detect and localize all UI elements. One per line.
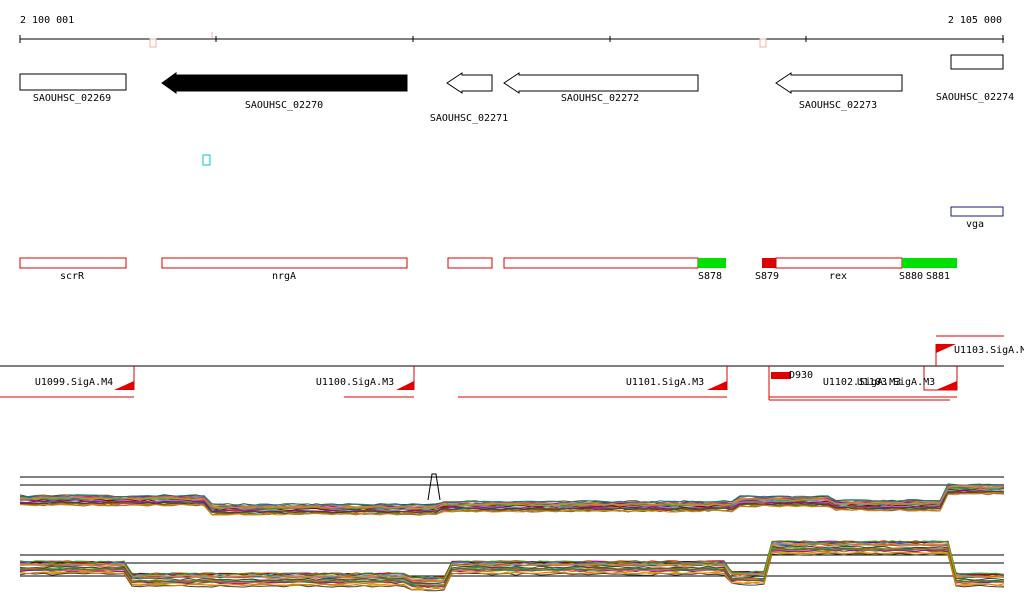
profile-line bbox=[19, 483, 1005, 507]
profile-line bbox=[19, 552, 1005, 592]
profile-line bbox=[19, 490, 1005, 514]
promoter-label: U1099.SigA.M4 bbox=[35, 377, 113, 388]
genes-track: SAOUHSC_02269 SAOUHSC_02270 SAOUHSC_0227… bbox=[19, 54, 1014, 124]
ruler-marker bbox=[149, 38, 157, 48]
other-features-track: vga bbox=[950, 206, 1004, 230]
gene-SAOUHSC_02272[interactable] bbox=[503, 72, 699, 94]
annotation-nrgA[interactable] bbox=[161, 257, 408, 269]
segment-S880-S881[interactable] bbox=[902, 258, 957, 268]
ruler-end-label: 2 105 000 bbox=[948, 15, 1002, 26]
promoter-U1100[interactable] bbox=[396, 381, 414, 390]
expression-profile-track-upper bbox=[19, 473, 1005, 516]
profile-line bbox=[19, 542, 1005, 582]
promoter-label: U1103.SigA.M3 bbox=[857, 377, 935, 388]
annotation-box[interactable] bbox=[447, 257, 493, 269]
promoter-label: U1103.SigA.M... bbox=[954, 345, 1024, 356]
profile-spike bbox=[427, 473, 441, 501]
segment-label: S878 bbox=[698, 271, 722, 282]
profile-line bbox=[19, 488, 1005, 512]
segment-S878[interactable] bbox=[698, 258, 726, 268]
gene-label: SAOUHSC_02274 bbox=[936, 92, 1014, 103]
promoter-track: U1099.SigA.M4 U1100.SigA.M3 U1101.SigA.M… bbox=[0, 335, 1024, 401]
feature-D930[interactable] bbox=[771, 372, 791, 379]
gene-label: SAOUHSC_02273 bbox=[799, 100, 877, 111]
gene-SAOUHSC_02271[interactable] bbox=[446, 72, 493, 94]
segment-label: S881 bbox=[926, 271, 950, 282]
gene-label: SAOUHSC_02271 bbox=[430, 113, 508, 124]
expression-profile-track-lower bbox=[19, 540, 1005, 592]
profile-line bbox=[19, 545, 1005, 584]
feature-vga[interactable] bbox=[950, 206, 1004, 217]
annotation-track: scrR nrgA S878 S879 rex S880 S881 bbox=[19, 257, 957, 282]
promoter-label: U1101.SigA.M3 bbox=[626, 377, 704, 388]
promoter-U1102[interactable] bbox=[936, 381, 957, 390]
profile-line bbox=[19, 547, 1005, 587]
profile-line bbox=[19, 551, 1005, 591]
profile-line bbox=[19, 488, 1005, 512]
annotation-label: rex bbox=[829, 271, 847, 282]
gene-label: SAOUHSC_02270 bbox=[245, 100, 323, 111]
coordinate-ruler: 2 100 001 2 105 000 bbox=[19, 15, 1004, 48]
profile-line bbox=[19, 540, 1005, 580]
promoter-label: U1102.SigA.M3 bbox=[823, 377, 901, 388]
segment-label: S879 bbox=[755, 271, 779, 282]
promoter-label: U1100.SigA.M3 bbox=[316, 377, 394, 388]
gene-SAOUHSC_02269[interactable] bbox=[19, 73, 127, 91]
ruler-marker bbox=[759, 38, 767, 48]
promoter-stem bbox=[923, 366, 958, 391]
feature-label: vga bbox=[966, 219, 984, 230]
promoter-U1103[interactable] bbox=[936, 344, 956, 353]
annotation-label: nrgA bbox=[272, 271, 296, 282]
profile-line bbox=[19, 492, 1004, 516]
annotation-label: scrR bbox=[60, 271, 85, 282]
feature-label: D930 bbox=[789, 370, 813, 381]
annotation-rex[interactable] bbox=[775, 257, 903, 269]
ruler-start-label: 2 100 001 bbox=[20, 15, 74, 26]
promoter-U1099[interactable] bbox=[114, 381, 134, 390]
profile-line bbox=[19, 485, 1005, 509]
segment-label: S880 bbox=[899, 271, 923, 282]
gene-label: SAOUHSC_02272 bbox=[561, 93, 639, 104]
annotation-scrR[interactable] bbox=[19, 257, 127, 269]
promoter-U1101[interactable] bbox=[707, 381, 727, 390]
gene-SAOUHSC_02270[interactable] bbox=[161, 72, 408, 94]
segment-S879[interactable] bbox=[762, 258, 776, 268]
gene-label: SAOUHSC_02269 bbox=[33, 93, 111, 104]
annotation-box[interactable] bbox=[503, 257, 699, 269]
gene-SAOUHSC_02274[interactable] bbox=[950, 54, 1004, 70]
cyan-feature-marker[interactable] bbox=[202, 154, 211, 166]
gene-SAOUHSC_02273[interactable] bbox=[775, 72, 903, 94]
